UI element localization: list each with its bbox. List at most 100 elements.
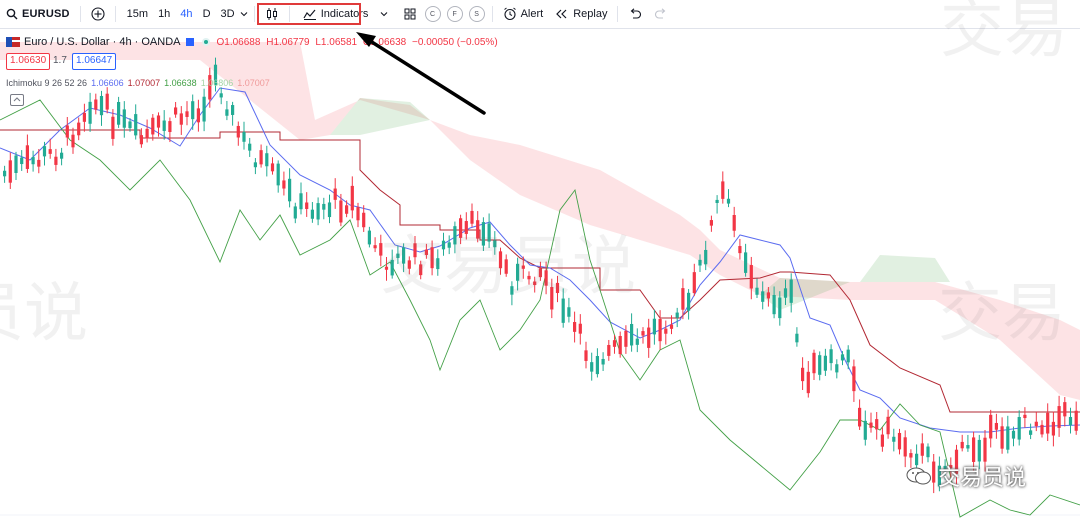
redo-button[interactable]: [648, 0, 674, 28]
indicators-button[interactable]: Indicators: [294, 0, 398, 28]
candle-body: [937, 465, 941, 487]
ichimoku-cloud-bullish: [760, 278, 850, 310]
candle-body: [1017, 416, 1021, 440]
candle-body: [533, 281, 537, 286]
candle-body: [379, 243, 383, 256]
candle-body: [635, 338, 639, 345]
candle-body: [481, 222, 485, 246]
candle-body: [476, 220, 480, 239]
replay-icon: [556, 9, 567, 19]
candle-body: [738, 246, 742, 254]
candle-body: [544, 270, 548, 286]
sell-price-button[interactable]: 1.06630: [6, 53, 51, 70]
symbol-search[interactable]: EURUSD: [0, 0, 76, 28]
replay-button[interactable]: Replay: [549, 0, 613, 28]
collapse-legend-icon[interactable]: [10, 94, 24, 106]
candle-body: [926, 446, 930, 458]
candle-body: [145, 128, 149, 139]
candle-body: [362, 212, 366, 228]
undo-button[interactable]: [622, 0, 648, 28]
candle-body: [915, 453, 919, 466]
alert-button[interactable]: Alert: [497, 0, 550, 28]
status-dot-icon: [201, 38, 210, 46]
candle-body: [698, 259, 702, 266]
candle-body: [567, 307, 571, 317]
candle-body: [1051, 421, 1055, 436]
candle-body: [94, 99, 98, 110]
layout-c-button[interactable]: C: [424, 6, 441, 22]
candle-body: [1040, 424, 1044, 435]
candle-body: [590, 362, 594, 372]
candle-body: [322, 203, 326, 210]
candle-body: [111, 116, 115, 139]
timeframe-4h[interactable]: 4h: [180, 8, 193, 20]
candle-body: [669, 324, 674, 329]
candle-body: [117, 101, 121, 125]
candle-body: [806, 371, 810, 394]
candle-body: [339, 200, 343, 223]
candle-body: [527, 275, 531, 280]
candle-body: [880, 434, 884, 447]
candle-body: [732, 214, 736, 231]
candle-body: [761, 291, 765, 302]
chevron-down-icon[interactable]: [240, 10, 248, 18]
tenkan-line: [0, 87, 1080, 433]
timeframe-15m[interactable]: 15m: [126, 8, 149, 20]
candle-body: [299, 193, 303, 210]
candle-body: [801, 367, 805, 382]
chart-type-button[interactable]: [259, 0, 285, 28]
price-chart[interactable]: [0, 29, 1080, 521]
candle-body: [436, 258, 440, 270]
candle-body: [516, 263, 520, 281]
candle-body: [510, 286, 514, 295]
timeframe-3d[interactable]: 3D: [220, 8, 235, 20]
candle-body: [1046, 412, 1050, 434]
candle-body: [65, 125, 69, 138]
candle-body: [447, 242, 451, 248]
layout-f-button[interactable]: F: [446, 6, 463, 22]
candle-body: [174, 107, 178, 115]
candle-body: [236, 125, 240, 138]
candle-body: [270, 163, 275, 172]
candle-body: [538, 268, 542, 278]
candle-body: [920, 443, 924, 456]
alert-label: Alert: [520, 8, 544, 20]
indicators-icon: [303, 9, 316, 20]
candle-body: [373, 245, 377, 249]
candle-body: [932, 461, 936, 483]
ohlc-values: O1.06688 H1.06779 L1.06581 C1.06638 −0.0…: [217, 37, 501, 48]
candle-body: [601, 358, 605, 365]
candle-body: [749, 265, 753, 289]
candle-body: [168, 121, 172, 133]
compare-button[interactable]: [85, 0, 111, 28]
chikou-value: 1.06638: [164, 78, 197, 88]
market-open-icon: [185, 38, 194, 46]
candle-body: [903, 437, 907, 457]
wechat-icon: [906, 467, 931, 485]
templates-button[interactable]: [398, 0, 422, 28]
candle-body: [829, 349, 833, 364]
timeframe-d[interactable]: D: [202, 8, 211, 20]
timeframe-1h[interactable]: 1h: [158, 8, 171, 20]
candle-body: [191, 101, 195, 120]
candle-body: [744, 252, 748, 273]
candle-body: [704, 249, 708, 265]
buy-price-button[interactable]: 1.06647: [72, 53, 117, 70]
candle-body: [709, 220, 713, 226]
candle-body: [573, 322, 577, 332]
candle-body: [242, 132, 246, 142]
candle-body: [248, 143, 252, 151]
candle-body: [14, 155, 18, 173]
candle-body: [350, 185, 354, 211]
replay-label: Replay: [573, 8, 608, 20]
candle-body: [179, 113, 183, 125]
candle-body: [396, 253, 400, 259]
candle-body: [282, 180, 286, 189]
candle-body: [77, 122, 81, 136]
candle-body: [384, 266, 389, 270]
candle-body: [139, 135, 143, 145]
candle-body: [151, 117, 155, 135]
spread-value: 1.7: [53, 55, 67, 66]
undo-icon: [631, 8, 642, 19]
layout-s-button[interactable]: S: [468, 6, 485, 22]
